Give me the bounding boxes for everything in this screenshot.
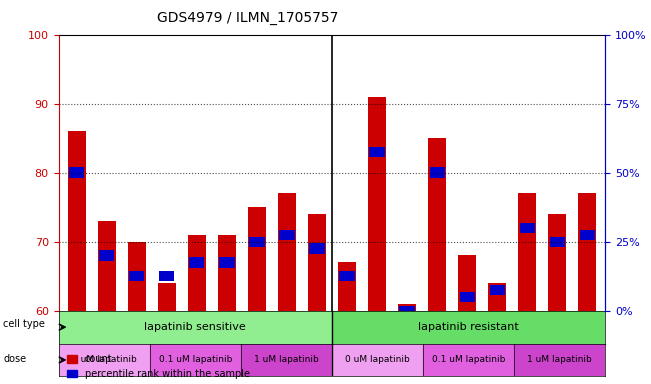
Bar [159,271,174,281]
Bar [423,344,514,376]
Bar [398,304,416,311]
Text: lapatinib resistant: lapatinib resistant [419,322,519,332]
Bar [150,344,241,376]
Bar [248,207,266,311]
Bar [241,344,332,376]
Text: lapatinib sensitive: lapatinib sensitive [145,322,246,332]
Text: 0.1 uM lapatinib: 0.1 uM lapatinib [159,356,232,364]
Bar [68,131,86,311]
Bar [249,237,264,247]
Bar [338,262,356,311]
Bar [519,223,535,233]
Bar [578,194,596,311]
Bar [69,167,84,178]
Text: 1 uM lapatinib: 1 uM lapatinib [527,356,592,364]
Bar [490,285,505,295]
Text: 1 uM lapatinib: 1 uM lapatinib [254,356,319,364]
Bar [187,235,206,311]
Bar [428,138,446,311]
Bar [59,311,332,344]
Text: GDS4979 / ILMN_1705757: GDS4979 / ILMN_1705757 [157,11,338,25]
Bar [549,237,565,247]
Bar [129,271,145,281]
Bar [59,344,150,376]
Bar [218,235,236,311]
Bar [460,292,475,302]
Bar [278,194,296,311]
Bar [309,243,325,254]
Legend: count, percentile rank within the sample: count, percentile rank within the sample [63,350,254,383]
Bar [332,344,423,376]
Bar [219,257,234,268]
Text: cell type: cell type [3,319,45,329]
Bar [332,311,605,344]
Text: 0 uM lapatinib: 0 uM lapatinib [72,356,137,364]
Bar [580,230,595,240]
Bar [189,257,204,268]
Bar [98,221,116,311]
Bar [279,230,295,240]
Bar [430,167,445,178]
Bar [518,194,536,311]
Text: dose: dose [3,354,27,364]
Bar [308,214,326,311]
Bar [369,147,385,157]
Bar [158,283,176,311]
Bar [400,306,415,316]
Bar [128,242,146,311]
Text: 0.1 uM lapatinib: 0.1 uM lapatinib [432,356,505,364]
Bar [458,255,477,311]
Bar [514,344,605,376]
Text: 0 uM lapatinib: 0 uM lapatinib [345,356,410,364]
Bar [99,250,115,261]
Bar [488,283,506,311]
Bar [548,214,566,311]
Bar [368,97,386,311]
Bar [339,271,355,281]
